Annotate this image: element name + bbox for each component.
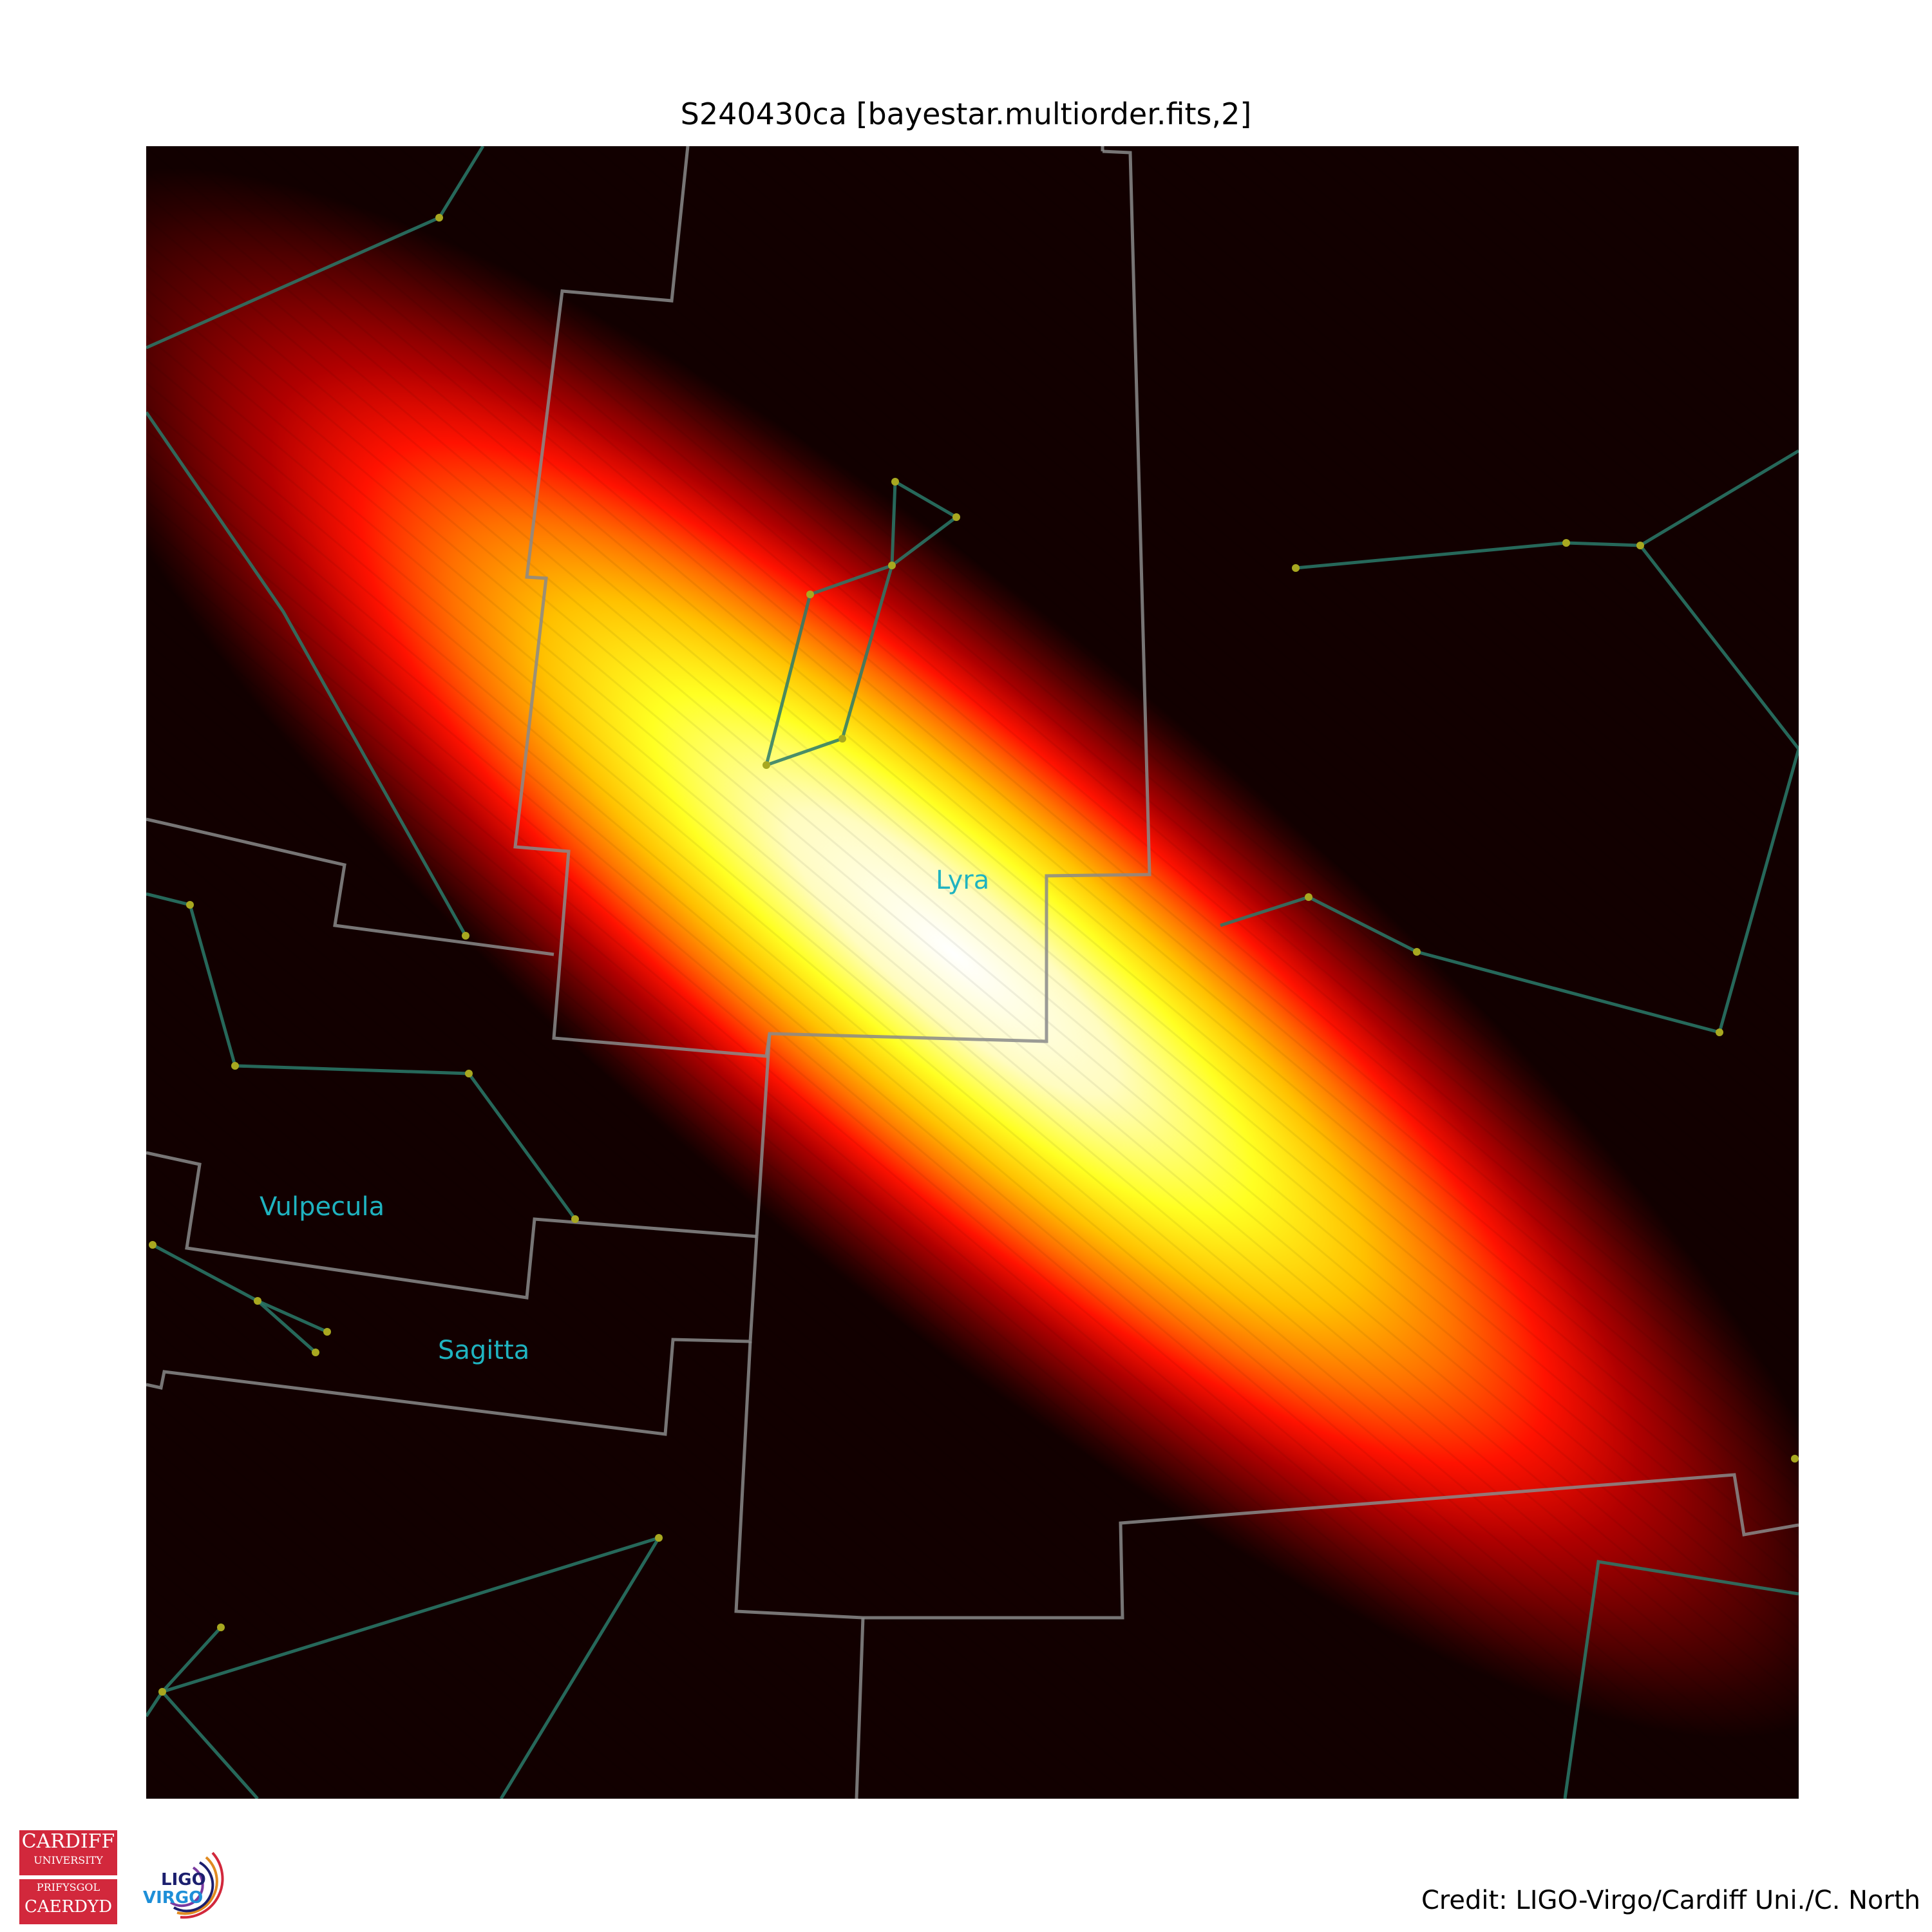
cardiff-logo-line4: CAERDYD — [24, 1897, 113, 1917]
credit-text: Credit: LIGO-Virgo/Cardiff Uni./C. North — [1421, 1886, 1920, 1915]
constellation-label-vulpecula: Vulpecula — [260, 1192, 384, 1222]
constellation-label-sagitta: Sagitta — [438, 1336, 529, 1365]
map-title: S240430ca [bayestar.multiorder.fits,2] — [680, 97, 1252, 131]
constellation-label-lyra: Lyra — [936, 866, 989, 895]
cardiff-university-logo: CARDIFF UNIVERSITY PRIFYSGOL CAERDYD — [19, 1830, 117, 1924]
stars — [149, 214, 1799, 1696]
cardiff-logo-line2: UNIVERSITY — [33, 1854, 103, 1866]
ligo-logo-text: LIGO — [161, 1870, 206, 1889]
virgo-logo-text: VIRGO — [143, 1888, 204, 1908]
cardiff-logo-line3: PRIFYSGOL — [36, 1881, 100, 1893]
probability-region: Lyra Vulpecula Sagitta — [146, 146, 1799, 1799]
ligo-virgo-logo: LIGO VIRGO — [142, 1850, 232, 1920]
cardiff-logo-line1: CARDIFF — [21, 1830, 115, 1853]
constellation-boundaries — [146, 146, 1799, 1799]
